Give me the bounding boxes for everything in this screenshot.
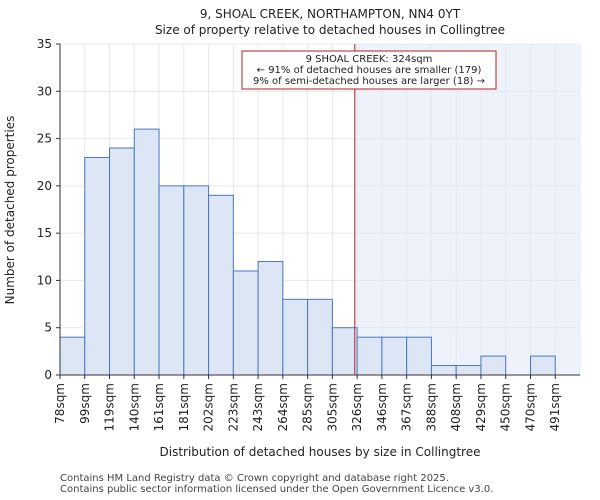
- bar: [381, 336, 408, 376]
- bar: [282, 298, 309, 376]
- bar: [455, 365, 482, 376]
- x-tick-label: 223sqm: [226, 383, 240, 431]
- bar: [158, 185, 185, 376]
- y-tick-label: 15: [37, 226, 52, 240]
- bar: [480, 355, 507, 376]
- bar: [430, 365, 457, 376]
- bar: [133, 128, 160, 376]
- bar: [331, 327, 358, 376]
- annotation-box: [241, 50, 497, 90]
- bar: [356, 336, 383, 376]
- highlight-region: [354, 44, 580, 375]
- x-tick-label: 429sqm: [474, 383, 488, 431]
- y-tick-label: 30: [37, 84, 52, 98]
- x-tick-label: 346sqm: [375, 383, 389, 431]
- x-tick-label: 470sqm: [523, 383, 537, 431]
- x-axis-label: Distribution of detached houses by size …: [160, 445, 481, 459]
- y-axis-label: Number of detached properties: [3, 116, 17, 305]
- x-tick-label: 388sqm: [424, 383, 438, 431]
- y-tick-label: 35: [37, 37, 52, 51]
- y-tick-label: 0: [44, 368, 52, 382]
- x-tick-label: 450sqm: [499, 383, 513, 431]
- bar: [84, 156, 111, 376]
- y-tick-label: 5: [44, 321, 52, 335]
- y-tick-label: 10: [37, 273, 52, 287]
- x-tick-label: 285sqm: [301, 383, 315, 431]
- chart-title: 9, SHOAL CREEK, NORTHAMPTON, NN4 0YT: [200, 7, 461, 21]
- y-tick-label: 25: [37, 132, 52, 146]
- x-tick-label: 181sqm: [177, 383, 191, 431]
- x-tick-label: 99sqm: [78, 383, 92, 424]
- chart-subtitle: Size of property relative to detached ho…: [155, 23, 505, 37]
- x-tick-label: 119sqm: [103, 383, 117, 431]
- x-tick-label: 326sqm: [350, 383, 364, 431]
- bar: [183, 185, 210, 376]
- x-tick-label: 78sqm: [53, 383, 67, 424]
- bar: [307, 298, 333, 376]
- bar: [406, 336, 432, 376]
- footer-copyright: Contains HM Land Registry data © Crown c…: [60, 473, 449, 484]
- x-tick-label: 161sqm: [152, 383, 166, 431]
- x-tick-label: 367sqm: [400, 383, 414, 431]
- x-tick-label: 408sqm: [449, 383, 463, 431]
- bar: [232, 270, 259, 376]
- bar: [109, 147, 135, 376]
- x-tick-label: 243sqm: [251, 383, 265, 431]
- plot-area: 0 5 10 15 20 25 30 35 78sqm 99sqm 119sqm 140sqm 161s…: [37, 37, 581, 431]
- bar: [529, 355, 556, 376]
- bar: [257, 261, 284, 376]
- x-tick-label: 305sqm: [325, 383, 339, 431]
- y-tick-label: 20: [37, 179, 52, 193]
- x-tick-label: 140sqm: [127, 383, 141, 431]
- x-tick-label: 491sqm: [548, 383, 562, 431]
- bar: [208, 194, 234, 376]
- bar: [59, 336, 86, 376]
- annotation-text: 9 SHOAL CREEK: 324sqm: [306, 54, 433, 65]
- annotation-text: ← 91% of detached houses are smaller (17…: [257, 65, 482, 76]
- x-tick-label: 264sqm: [276, 383, 290, 431]
- footer-licence: Contains public sector information licen…: [60, 484, 494, 495]
- annotation-text: 9% of semi-detached houses are larger (1…: [253, 76, 485, 87]
- x-tick-label: 202sqm: [202, 383, 216, 431]
